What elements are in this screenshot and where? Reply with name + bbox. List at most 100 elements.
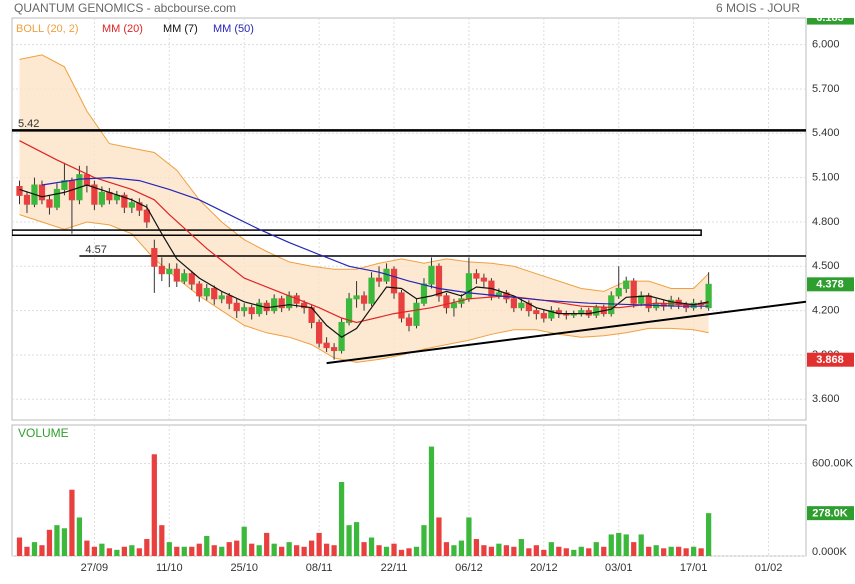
volume-bar <box>376 545 382 556</box>
volume-bar <box>458 540 465 556</box>
x-tick-label: 20/12 <box>530 562 558 574</box>
volume-bar <box>481 545 487 556</box>
price-label-box <box>807 352 854 367</box>
volume-bar <box>309 540 315 556</box>
volume-bar <box>39 545 45 556</box>
volume-bar <box>323 543 330 556</box>
volume-bar <box>413 546 420 556</box>
bollinger-upper <box>19 54 709 292</box>
volume-bar <box>683 548 689 556</box>
candle-body <box>315 321 323 344</box>
volume-bar <box>136 548 142 556</box>
price-label-box <box>807 277 854 292</box>
y-tick-label: 4.200 <box>812 305 840 317</box>
volume-bar <box>668 546 674 556</box>
candle-body <box>83 174 91 186</box>
volume-bar <box>398 549 405 556</box>
volume-bar <box>368 537 375 556</box>
volume-bar <box>631 542 637 556</box>
price-label: 3.868 <box>816 354 844 366</box>
volume-bar <box>706 513 712 556</box>
volume-bar <box>316 532 322 556</box>
trendline <box>326 300 806 365</box>
volume-bar <box>556 546 562 556</box>
volume-bar <box>578 546 584 556</box>
volume-bar <box>31 542 38 556</box>
volume-bar <box>391 543 397 556</box>
candle-body <box>23 194 31 205</box>
candle-body <box>405 317 413 326</box>
volume-bar <box>106 548 112 556</box>
volume-bar <box>204 535 210 556</box>
volume-bar <box>451 545 457 556</box>
candle-body <box>256 302 263 315</box>
volume-bar <box>301 546 307 556</box>
support-label: 5.42 <box>18 118 39 130</box>
volume-bar <box>234 540 240 556</box>
volume-bar <box>84 540 90 556</box>
candle-body <box>413 302 420 326</box>
volume-bar <box>174 546 180 556</box>
volume-bar <box>249 543 255 556</box>
volume-bar <box>361 542 367 556</box>
y-tick-label: 3.600 <box>812 393 840 405</box>
candle-body <box>46 199 53 208</box>
volume-bar <box>548 542 554 556</box>
volume-bar <box>338 482 345 556</box>
candle-body <box>211 287 218 300</box>
candle-body <box>98 191 106 205</box>
bollinger-lower <box>19 214 709 363</box>
volume-bar <box>144 539 150 556</box>
volume-bar <box>526 548 532 556</box>
volume-bar <box>541 549 547 556</box>
price-labels: 6.183 4.378 3.868 <box>807 12 854 367</box>
volume-bar <box>646 546 652 556</box>
price-label: 4.378 <box>816 279 844 291</box>
candle-body <box>480 277 488 282</box>
x-tick-label: 22/11 <box>381 562 408 574</box>
y-tick-label: 6.000 <box>812 39 840 51</box>
y-tick-label: 600.00K <box>812 457 854 469</box>
candle-body <box>158 265 165 275</box>
volume-bar <box>496 543 502 556</box>
volume-bar <box>331 545 337 556</box>
candle-body <box>398 292 405 319</box>
volume-bar <box>91 546 98 556</box>
volume-bar <box>623 534 629 556</box>
x-tick-label: 03/01 <box>605 562 633 574</box>
candle-body <box>360 295 368 304</box>
volume-label: 278.0K <box>812 508 848 520</box>
candle-body <box>286 295 293 309</box>
x-tick-label: 01/02 <box>755 562 783 574</box>
y-tick-label: 5.400 <box>812 127 840 139</box>
volume-bar <box>421 525 427 556</box>
candle-body <box>271 298 278 312</box>
volume-bar <box>586 548 592 556</box>
moving-average <box>19 140 709 324</box>
volume-bar <box>353 522 360 556</box>
candle-body <box>615 287 622 297</box>
channel-box <box>12 229 702 237</box>
candle-body <box>61 180 68 190</box>
candle-body <box>151 248 158 267</box>
candle-body <box>323 342 330 349</box>
candle-body <box>38 184 46 201</box>
volume-bar <box>488 546 495 556</box>
candle-body <box>375 277 383 282</box>
volume-bar <box>346 525 352 556</box>
x-tick-label: 06/12 <box>455 562 483 574</box>
candle-body <box>121 194 128 208</box>
volume-label-box <box>807 506 854 521</box>
volume-bar <box>264 532 270 556</box>
candle-body <box>518 302 525 309</box>
price-label: 6.183 <box>816 12 844 24</box>
volume-bar <box>211 545 217 556</box>
y-tick-label: 5.100 <box>812 172 840 184</box>
candle-body <box>143 209 150 223</box>
candle-body <box>248 307 255 315</box>
volume-bar <box>46 529 53 556</box>
candle-body <box>278 298 285 309</box>
candle-body <box>353 295 360 300</box>
volume-bar <box>661 548 667 556</box>
